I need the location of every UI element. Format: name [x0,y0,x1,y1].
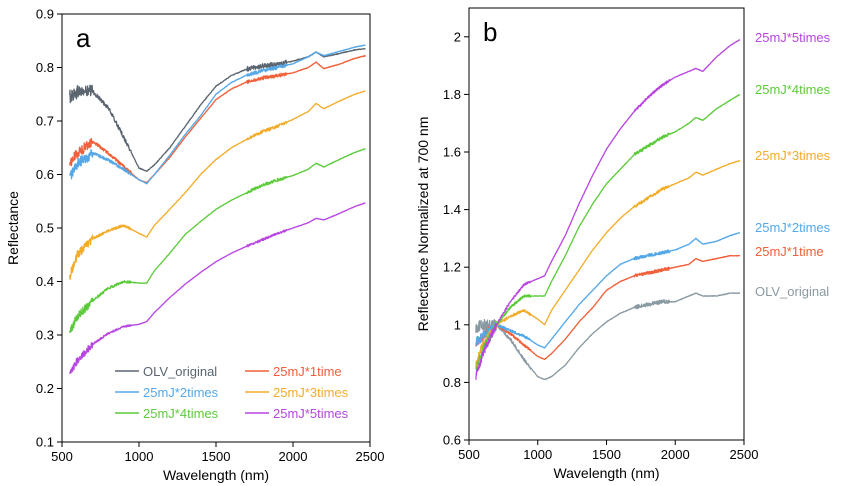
series-line-25mj-5times [69,202,366,374]
legend-label: 25mJ*4times [143,406,219,421]
x-axis-title: Wavelength (nm) [163,467,269,483]
y-tick-label: 0.7 [36,114,54,129]
series-line-25mj-4times [475,93,741,375]
legend-label: 25mJ*4times [755,82,831,97]
y-tick-label: 0.6 [36,167,54,182]
legend: OLV_original 25mJ*1time 25mJ*2times 25mJ*3t… [755,30,831,299]
series-line-25mj-1time [475,254,741,360]
y-tick-label: 0.9 [36,7,54,22]
y-tick-label: 1.2 [443,260,461,275]
series-line-25mj-3times [475,159,741,370]
legend-label: 25mJ*3times [273,385,349,400]
legend-label: 25mJ*3times [755,148,831,163]
y-tick-label: 1.8 [443,87,461,102]
x-tick-label: 2000 [661,447,690,462]
panel-a: 500 1000 1500 2000 2500 0.1 0.2 0.3 0.4 0.5 0.6 0.7… [5,7,384,484]
y-tick-label: 0.1 [36,435,54,450]
legend-label: 25mJ*2times [143,385,219,400]
y-tick-label: 0.8 [36,60,54,75]
y-tick-label: 2 [454,29,461,44]
panel-letter: b [483,17,497,47]
legend: OLV_original 25mJ*1time 25mJ*2times 25mJ*3t… [115,364,349,421]
legend-label: OLV_original [143,364,217,379]
x-tick-label: 1500 [202,449,231,464]
series-line-25mj-3times [69,90,366,280]
legend-label: 25mJ*5times [273,406,349,421]
series-line-olv-original [475,292,741,381]
y-tick-label: 1.6 [443,145,461,160]
y-tick-label: 0.4 [36,274,54,289]
series-line-25mj-1time [69,54,366,184]
y-tick-label: 0.5 [36,221,54,236]
x-tick-label: 1500 [592,447,621,462]
y-tick-label: 1.4 [443,202,461,217]
y-axis-title: Reflectance Normalized at 700 nm [415,117,431,332]
y-tick-label: 0.6 [443,433,461,448]
legend-label: OLV_original [755,284,829,299]
x-tick-label: 1000 [523,447,552,462]
panel-letter: a [76,23,91,53]
y-tick-label: 0.2 [36,381,54,396]
legend-label: 25mJ*1time [755,244,824,259]
panel-b: 500 1000 1500 2000 2500 0.6 0.8 1 1.2 1.4 1.6 1.8 2 W… [415,7,831,481]
y-tick-label: 0.3 [36,328,54,343]
x-tick-label: 500 [51,449,73,464]
y-tick-label: 0.8 [443,375,461,390]
series-line-25mj-4times [69,148,366,334]
series-line-25mj-5times [475,39,741,380]
series-line-25mj-2times [475,232,741,349]
legend-label: 25mJ*2times [755,220,831,235]
x-axis-title: Wavelength (nm) [553,465,659,481]
x-tick-label: 1000 [125,449,154,464]
series-line-25mj-2times [69,44,366,185]
x-tick-label: 2500 [356,449,385,464]
legend-label: 25mJ*5times [755,30,831,45]
legend-label: 25mJ*1time [273,364,342,379]
y-tick-label: 1 [454,317,461,332]
x-tick-label: 2000 [279,449,308,464]
plot-frame [468,7,745,441]
y-axis-title: Reflectance [5,191,21,265]
x-tick-label: 500 [458,447,480,462]
x-tick-label: 2500 [730,447,759,462]
